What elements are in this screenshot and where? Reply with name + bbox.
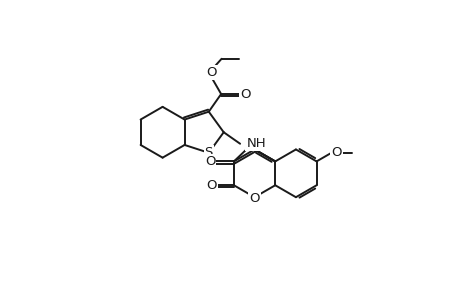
Text: O: O (206, 66, 217, 79)
Text: O: O (240, 88, 251, 100)
Text: S: S (204, 146, 213, 159)
Text: O: O (330, 146, 341, 159)
Text: O: O (204, 155, 215, 168)
Text: O: O (206, 179, 216, 192)
Text: NH: NH (246, 137, 265, 150)
Text: O: O (249, 192, 259, 205)
